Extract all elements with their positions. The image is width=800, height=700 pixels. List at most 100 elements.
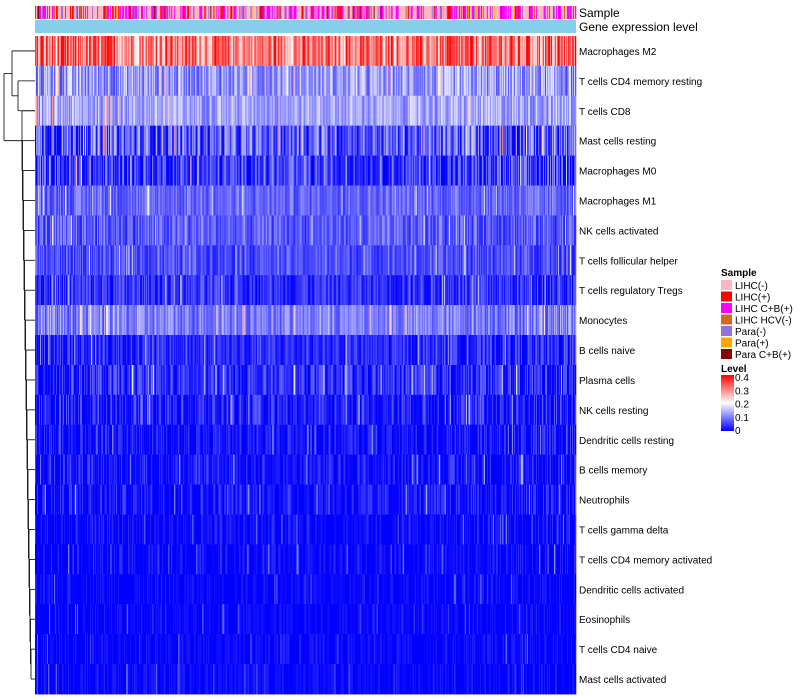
heatmap-cell xyxy=(547,95,550,127)
heatmap-cell xyxy=(567,95,570,127)
heatmap-cell xyxy=(201,36,203,67)
sample-bar-cell xyxy=(237,6,239,19)
heatmap-cell xyxy=(115,36,117,67)
heatmap-cell xyxy=(177,95,179,127)
heatmap-cell xyxy=(203,215,205,246)
heatmap-cell xyxy=(172,185,174,216)
heatmap-cell xyxy=(194,95,196,127)
sample-bar-cell xyxy=(375,6,377,19)
heatmap-cell xyxy=(519,65,522,97)
heatmap-cell xyxy=(92,95,94,127)
heatmap-cell xyxy=(62,65,64,97)
heatmap-cell xyxy=(508,95,511,127)
heatmap-cell xyxy=(188,155,190,186)
heatmap-cell xyxy=(571,65,574,97)
heatmap-cell xyxy=(552,155,555,186)
sample-bar-cell xyxy=(87,6,89,19)
heatmap-cell xyxy=(129,215,131,246)
heatmap-cell xyxy=(56,155,58,186)
heatmap-cell xyxy=(511,95,514,127)
heatmap-cell xyxy=(165,155,167,186)
heatmap-cell xyxy=(488,215,491,246)
heatmap-cell xyxy=(103,215,105,246)
heatmap-cell xyxy=(442,215,445,246)
heatmap-cell xyxy=(306,95,308,127)
heatmap-cell xyxy=(446,185,449,216)
heatmap-cell xyxy=(519,185,522,216)
heatmap-cell xyxy=(221,215,223,246)
heatmap-cell xyxy=(362,95,364,127)
heatmap-cell xyxy=(343,125,345,156)
heatmap-cell xyxy=(279,125,281,156)
heatmap-cell xyxy=(464,65,467,97)
heatmap-cell xyxy=(170,36,172,67)
sample-bar-cell xyxy=(512,6,515,19)
heatmap-cell xyxy=(264,95,266,127)
heatmap-cell xyxy=(320,36,322,67)
heatmap-cell xyxy=(499,95,502,127)
heatmap-cell xyxy=(77,215,79,246)
heatmap-cell xyxy=(352,36,354,67)
heatmap-cell xyxy=(99,36,101,67)
heatmap-cell xyxy=(353,125,355,156)
heatmap-cell xyxy=(104,36,106,67)
heatmap-cell xyxy=(158,95,160,127)
heatmap-cell xyxy=(405,65,407,97)
heatmap-cell xyxy=(327,215,329,246)
heatmap-cell xyxy=(296,125,298,156)
heatmap-cell xyxy=(341,215,343,246)
heatmap-cell xyxy=(282,65,284,97)
heatmap-cell xyxy=(280,125,282,156)
sample-bar-cell xyxy=(474,6,477,19)
heatmap-cell xyxy=(173,185,175,216)
heatmap-cell xyxy=(479,155,482,186)
sample-bar-cell xyxy=(149,6,151,19)
sample-bar-cell xyxy=(232,6,234,19)
heatmap-cell xyxy=(374,65,376,97)
sample-bar-cell xyxy=(452,6,455,19)
sample-bar-cell xyxy=(93,6,95,19)
heatmap-cell xyxy=(428,65,431,97)
heatmap-cell xyxy=(569,95,572,127)
heatmap-cell xyxy=(565,155,568,186)
heatmap-cell xyxy=(225,65,227,97)
heatmap-cell xyxy=(493,65,496,97)
heatmap-cell xyxy=(372,155,374,186)
sample-bar-cell xyxy=(150,6,152,19)
heatmap-cell xyxy=(548,95,551,127)
heatmap-cell xyxy=(216,95,218,127)
heatmap-cell xyxy=(347,185,349,216)
heatmap-cell xyxy=(432,185,435,216)
heatmap-cell xyxy=(168,95,170,127)
heatmap-cell xyxy=(384,155,386,186)
heatmap-cell xyxy=(395,36,397,67)
sample-bar-cell xyxy=(310,6,312,19)
heatmap-cell xyxy=(267,215,269,246)
heatmap-cell xyxy=(109,155,111,186)
heatmap-cell xyxy=(492,125,495,156)
heatmap-cell xyxy=(248,36,250,67)
heatmap-cell xyxy=(353,215,355,246)
heatmap-cell xyxy=(257,95,259,127)
sample-bar-cell xyxy=(103,6,105,19)
sample-bar-cell xyxy=(272,6,274,19)
heatmap-cell xyxy=(133,125,135,156)
heatmap-cell xyxy=(500,95,503,127)
heatmap-cell xyxy=(437,65,440,97)
heatmap-cell xyxy=(191,155,193,186)
heatmap-cell xyxy=(497,95,500,127)
heatmap-cell xyxy=(383,65,385,97)
heatmap-cell xyxy=(126,36,128,67)
heatmap-cell xyxy=(327,155,329,186)
heatmap-cell xyxy=(241,155,243,186)
heatmap-cell xyxy=(451,95,454,127)
heatmap-cell xyxy=(162,65,164,97)
heatmap-cell xyxy=(317,125,319,156)
heatmap-cell xyxy=(277,65,279,97)
heatmap-cell xyxy=(478,185,481,216)
heatmap-cell xyxy=(69,185,71,216)
sample-bar-cell xyxy=(479,6,482,19)
heatmap-cell xyxy=(42,65,44,97)
sample-bar-cell xyxy=(300,6,302,19)
heatmap-cell xyxy=(188,95,190,127)
